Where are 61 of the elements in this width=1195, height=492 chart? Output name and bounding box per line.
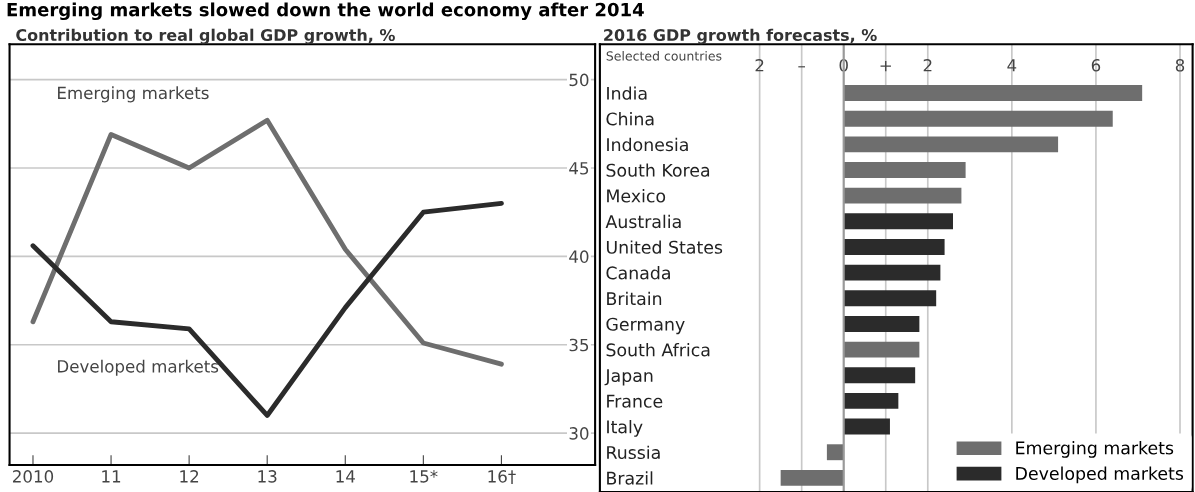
y-tick-label: Australia [605, 214, 681, 229]
y-tick-label: Germany [606, 317, 685, 335]
x-tick-label: 4 [1007, 59, 1017, 72]
y-tick-label: South Africa [606, 343, 710, 357]
bar [843, 85, 1143, 101]
chart-title: 2016 GDP growth forecasts, % [604, 28, 877, 45]
x-tick-label: 12 [180, 470, 199, 483]
y-tick-label: 35 [569, 338, 589, 352]
bar [843, 162, 966, 178]
chart-title: Contribution to real global GDP growth, % [16, 28, 395, 45]
text: Emerging markets slowed down the world economy after 2014 [7, 2, 644, 21]
bar [843, 392, 899, 409]
x-tick-label: + [880, 60, 891, 72]
x-tick-label: 2 [923, 59, 932, 72]
bar [843, 239, 945, 255]
bar [843, 213, 953, 230]
bar [826, 444, 844, 461]
y-tick-label: India [607, 86, 647, 100]
chart-subtitle: Selected countries [606, 51, 722, 61]
series-label: Developed markets [58, 359, 219, 376]
y-tick-label: 45 [569, 162, 589, 175]
x-tick-label: 6 [1091, 59, 1101, 72]
y-tick-label: 40 [569, 250, 589, 263]
y-tick-label: France [607, 394, 663, 408]
y-tick-label: 30 [569, 427, 589, 440]
x-tick-label: 13 [258, 470, 277, 483]
bar [843, 418, 890, 435]
x-tick-label: 2 [755, 59, 764, 72]
x-tick-label: 8 [1175, 59, 1185, 72]
bar [843, 315, 920, 332]
bar [843, 110, 1113, 127]
y-tick-label: Italy [607, 419, 643, 437]
legend-label: Emerging markets [1016, 441, 1174, 458]
bar [843, 367, 916, 384]
y-tick-label: Russia [607, 445, 660, 460]
y-tick-label: Mexico [607, 189, 666, 203]
y-tick-label: Japan [604, 369, 653, 386]
line-series [30, 200, 504, 418]
text: Emerging markets [58, 86, 209, 103]
x-tick-label: 2010 [13, 470, 54, 483]
x-tick-label: 16† [488, 470, 516, 485]
y-tick-label: Canada [606, 266, 670, 280]
y-tick-label: China [606, 112, 654, 126]
y-tick-label: United States [606, 240, 723, 254]
bar [780, 469, 844, 486]
bar [843, 341, 920, 358]
x-tick-label: 14 [336, 470, 355, 483]
legend-label: Developed markets [1016, 466, 1184, 484]
x-tick-label: 15* [410, 470, 438, 483]
x-tick-label: 11 [102, 470, 121, 483]
bar [843, 136, 1059, 153]
bar [843, 264, 941, 281]
y-tick-label: South Korea [606, 163, 710, 177]
y-tick-label: Indonesia [607, 137, 688, 152]
y-tick-label: Britain [607, 291, 662, 306]
y-tick-label: 50 [569, 73, 589, 87]
y-tick-label: Brazil [607, 471, 653, 485]
bar [843, 290, 937, 307]
x-tick-label: 0 [839, 59, 848, 72]
bar [843, 187, 962, 204]
x-tick-label: – [798, 66, 806, 68]
